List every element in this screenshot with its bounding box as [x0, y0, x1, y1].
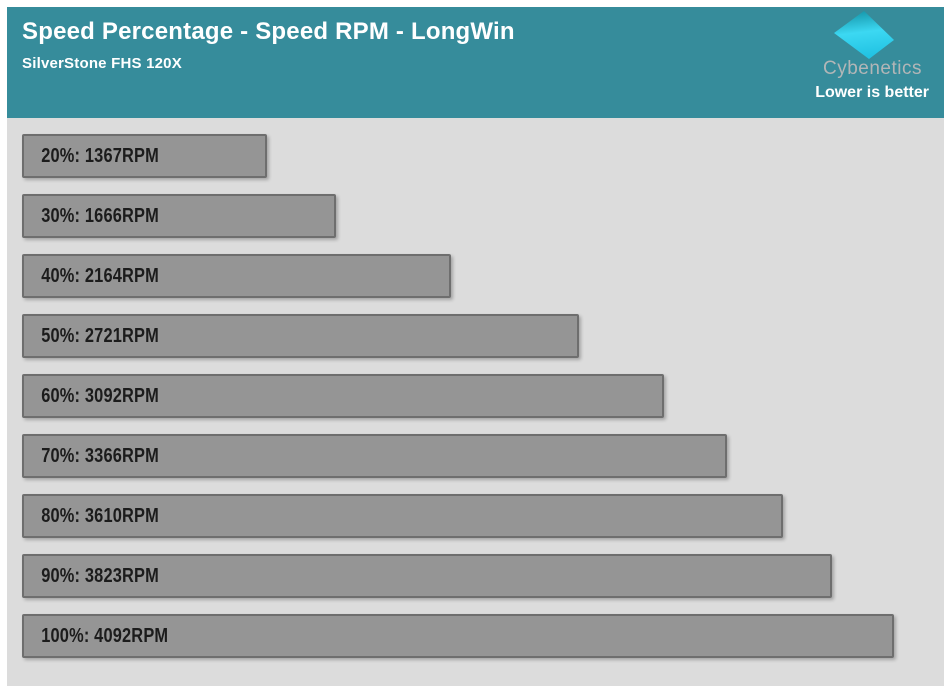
- speed-bar: 40%: 2164RPM: [22, 254, 451, 298]
- speed-bar: 70%: 3366RPM: [22, 434, 728, 478]
- bar-row: 60%: 3092RPM: [22, 374, 942, 418]
- speed-bar: 80%: 3610RPM: [22, 494, 784, 538]
- cybenetics-brand-label: Cybenetics: [823, 58, 922, 79]
- bar-row: 70%: 3366RPM: [22, 434, 942, 478]
- bar-row: 90%: 3823RPM: [22, 554, 942, 598]
- bar-row: 30%: 1666RPM: [22, 194, 942, 238]
- bar-label: 50%: 2721RPM: [41, 324, 159, 347]
- bar-row: 100%: 4092RPM: [22, 614, 942, 658]
- bar-row: 80%: 3610RPM: [22, 494, 942, 538]
- bar-row: 50%: 2721RPM: [22, 314, 942, 358]
- bar-rows: 20%: 1367RPM 30%: 1666RPM 40%: 2164RPM 50%:…: [22, 134, 944, 658]
- bar-label: 90%: 3823RPM: [41, 564, 159, 587]
- bar-label: 30%: 1666RPM: [41, 204, 159, 227]
- chart-title: Speed Percentage - Speed RPM - LongWin: [22, 18, 515, 45]
- chart-plot-area: 20%: 1367RPM 30%: 1666RPM 40%: 2164RPM 50%:…: [7, 118, 944, 686]
- speed-bar: 20%: 1367RPM: [22, 134, 268, 178]
- lower-is-better-note: Lower is better: [815, 84, 929, 101]
- speed-bar: 50%: 2721RPM: [22, 314, 579, 358]
- speed-bar: 100%: 4092RPM: [22, 614, 895, 658]
- speed-bar: 60%: 3092RPM: [22, 374, 665, 418]
- speed-bar: 30%: 1666RPM: [22, 194, 337, 238]
- bar-label: 80%: 3610RPM: [41, 504, 159, 527]
- bar-label: 20%: 1367RPM: [41, 144, 159, 167]
- chart-header: Speed Percentage - Speed RPM - LongWin S…: [7, 7, 944, 118]
- chart-panel: Speed Percentage - Speed RPM - LongWin S…: [7, 7, 944, 686]
- bar-label: 100%: 4092RPM: [41, 624, 169, 647]
- chart-subtitle: SilverStone FHS 120X: [22, 55, 182, 72]
- bar-label: 70%: 3366RPM: [41, 444, 159, 467]
- bar-label: 60%: 3092RPM: [41, 384, 159, 407]
- bar-label: 40%: 2164RPM: [41, 264, 159, 287]
- bar-row: 20%: 1367RPM: [22, 134, 942, 178]
- speed-bar: 90%: 3823RPM: [22, 554, 833, 598]
- bar-row: 40%: 2164RPM: [22, 254, 942, 298]
- cybenetics-logo-icon: [834, 11, 894, 59]
